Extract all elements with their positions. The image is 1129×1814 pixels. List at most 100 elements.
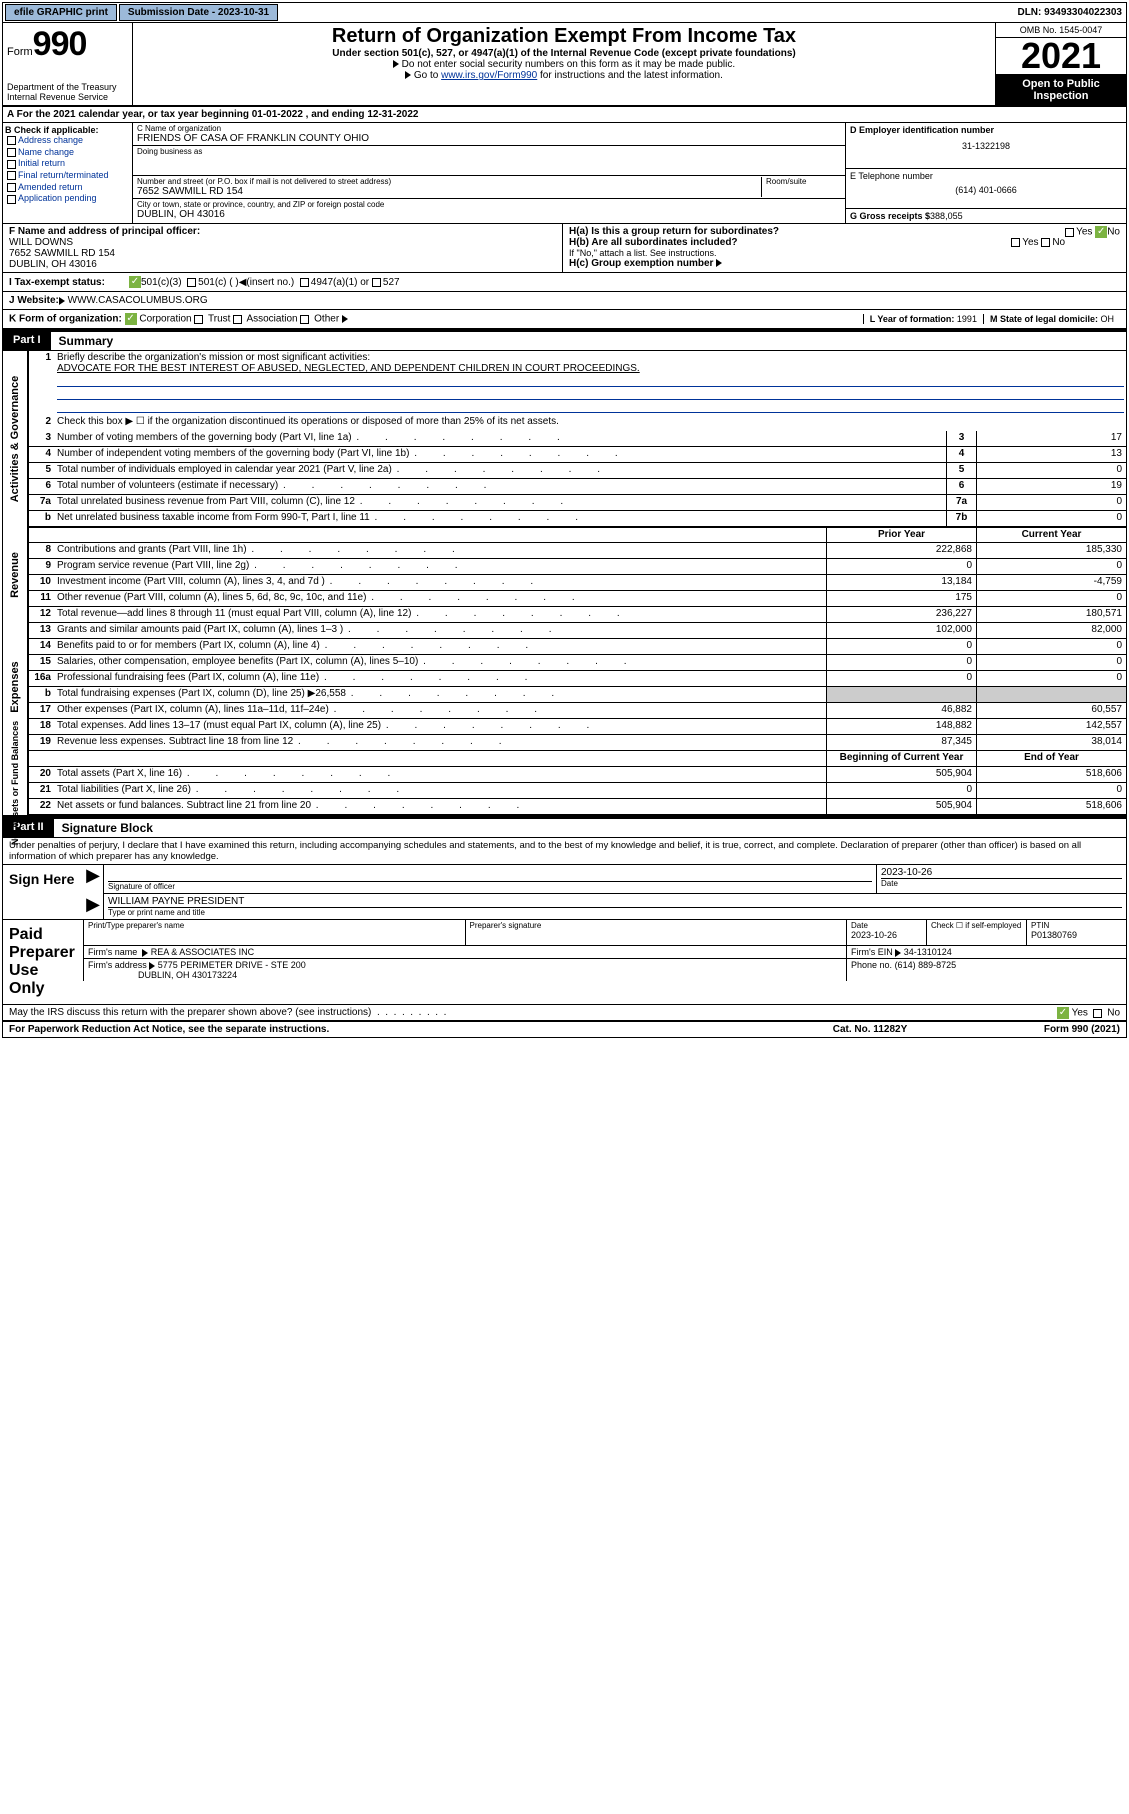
triangle-icon — [149, 962, 155, 970]
arrow-icon: ▶ — [83, 865, 103, 894]
trust-checkbox[interactable] — [194, 315, 203, 324]
row-a-tax-year: A For the 2021 calendar year, or tax yea… — [3, 107, 1126, 123]
form-of-org: K Form of organization: ✓ Corporation Tr… — [9, 313, 863, 325]
firm-phone: (614) 889-8725 — [895, 960, 957, 970]
triangle-icon — [393, 60, 399, 68]
sign-here-label: Sign Here — [3, 865, 83, 919]
triangle-icon — [895, 949, 901, 957]
firm-addr1: 5775 PERIMETER DRIVE - STE 200 — [158, 960, 306, 970]
irs-discuss-row: May the IRS discuss this return with the… — [3, 1005, 1126, 1022]
col-b-header: B Check if applicable: — [5, 125, 130, 135]
corp-checkbox[interactable]: ✓ — [125, 313, 137, 325]
toolbar-spacer — [280, 11, 1017, 15]
preparer-date: 2023-10-26 — [851, 930, 922, 940]
discuss-no-checkbox[interactable] — [1093, 1009, 1102, 1018]
section-net-assets: Net Assets or Fund Balances Beginning of… — [3, 751, 1126, 817]
501c3-checkbox[interactable]: ✓ — [129, 276, 141, 288]
public-inspection: Open to Public Inspection — [996, 75, 1126, 105]
sig-date: 2023-10-26 — [881, 867, 1122, 878]
footer-right: Form 990 (2021) — [970, 1024, 1120, 1035]
data-row: 19Revenue less expenses. Subtract line 1… — [29, 735, 1126, 751]
form-number: Form 990 — [7, 25, 128, 64]
row-j-website: J Website: WWW.CASACOLUMBUS.ORG — [3, 292, 1126, 310]
side-net: Net Assets or Fund Balances — [3, 751, 29, 815]
dept-label: Department of the Treasury Internal Reve… — [7, 82, 128, 102]
data-row: 9Program service revenue (Part VIII, lin… — [29, 559, 1126, 575]
section-expenses: Expenses 13Grants and similar amounts pa… — [3, 623, 1126, 751]
addr-cell: Number and street (or P.O. box if mail i… — [133, 176, 845, 199]
state-domicile: M State of legal domicile: OH — [983, 314, 1120, 324]
form-header: Form 990 Department of the Treasury Inte… — [3, 23, 1126, 107]
col-b-option[interactable]: Address change — [7, 135, 130, 147]
org-name-cell: C Name of organization FRIENDS OF CASA O… — [133, 123, 845, 146]
col-b-option[interactable]: Final return/terminated — [7, 170, 130, 182]
group-return: H(a) Is this a group return for subordin… — [563, 224, 1126, 272]
assoc-checkbox[interactable] — [233, 315, 242, 324]
discuss-yes-checkbox[interactable]: ✓ — [1057, 1007, 1069, 1019]
section-governance: Activities & Governance 1 Briefly descri… — [3, 351, 1126, 527]
irs-link[interactable]: www.irs.gov/Form990 — [441, 70, 537, 81]
data-row: 21Total liabilities (Part X, line 26)00 — [29, 783, 1126, 799]
top-toolbar: efile GRAPHIC print Submission Date - 20… — [3, 3, 1126, 23]
triangle-icon — [716, 259, 722, 267]
col-b-option[interactable]: Name change — [7, 147, 130, 159]
row-f-h: F Name and address of principal officer:… — [3, 224, 1126, 273]
data-row: 20Total assets (Part X, line 16)505,9045… — [29, 767, 1126, 783]
data-row: 10Investment income (Part VIII, column (… — [29, 575, 1126, 591]
other-checkbox[interactable] — [300, 315, 309, 324]
header-middle: Return of Organization Exempt From Incom… — [133, 23, 996, 105]
officer-name: WILL DOWNS — [9, 237, 73, 248]
data-row: 12Total revenue—add lines 8 through 11 (… — [29, 607, 1126, 623]
ha-yes-checkbox[interactable] — [1065, 228, 1074, 237]
col-prior-year: Prior Year — [826, 528, 976, 542]
data-row: 13Grants and similar amounts paid (Part … — [29, 623, 1126, 639]
4947-checkbox[interactable] — [300, 278, 309, 287]
form-subtitle: Under section 501(c), 527, or 4947(a)(1)… — [139, 48, 989, 59]
part-ii-title: Signature Block — [54, 819, 161, 837]
officer-printed-name: WILLIAM PAYNE PRESIDENT — [108, 896, 1122, 907]
firm-ein: 34-1310124 — [904, 947, 952, 957]
form-title: Return of Organization Exempt From Incom… — [139, 25, 989, 48]
form-prefix: Form — [7, 46, 33, 58]
col-b-option[interactable]: Application pending — [7, 193, 130, 205]
gov-row: 4Number of independent voting members of… — [29, 447, 1126, 463]
501c-checkbox[interactable] — [187, 278, 196, 287]
efile-button[interactable]: efile GRAPHIC print — [5, 4, 117, 21]
part-i-title: Summary — [51, 332, 122, 350]
mission-label: Briefly describe the organization's miss… — [55, 351, 1126, 415]
paid-preparer-block: Paid Preparer Use Only Print/Type prepar… — [3, 920, 1126, 1005]
arrow-icon: ▶ — [83, 894, 103, 919]
footer-cat-no: Cat. No. 11282Y — [770, 1024, 970, 1035]
tel-cell: E Telephone number (614) 401-0666 — [846, 169, 1126, 209]
hb-no-checkbox[interactable] — [1041, 238, 1050, 247]
note-link: Go to www.irs.gov/Form990 for instructio… — [139, 70, 989, 81]
header-left: Form 990 Department of the Treasury Inte… — [3, 23, 133, 105]
gov-row: 5Total number of individuals employed in… — [29, 463, 1126, 479]
col-b-option[interactable]: Amended return — [7, 182, 130, 194]
hb-yes-checkbox[interactable] — [1011, 238, 1020, 247]
gross-cell: G Gross receipts $388,055 — [846, 209, 1126, 223]
data-row: 17Other expenses (Part IX, column (A), l… — [29, 703, 1126, 719]
side-gov: Activities & Governance — [3, 351, 29, 527]
data-row: 11Other revenue (Part VIII, column (A), … — [29, 591, 1126, 607]
section-revenue: Revenue Prior Year Current Year 8Contrib… — [3, 527, 1126, 623]
submission-date-button[interactable]: Submission Date - 2023-10-31 — [119, 4, 278, 21]
ein-value: 31-1322198 — [850, 141, 1122, 151]
ha-no-checkbox[interactable]: ✓ — [1095, 226, 1107, 238]
triangle-icon — [59, 297, 65, 305]
signature-intro: Under penalties of perjury, I declare th… — [3, 838, 1126, 865]
triangle-icon — [405, 71, 411, 79]
self-employed-check[interactable]: Check ☐ if self-employed — [926, 920, 1026, 945]
paid-preparer-label: Paid Preparer Use Only — [3, 920, 83, 1004]
sign-here-block: Sign Here ▶ Signature of officer 2023-10… — [3, 865, 1126, 920]
section-b-to-g: B Check if applicable: Address changeNam… — [3, 123, 1126, 224]
city-cell: City or town, state or province, country… — [133, 199, 845, 221]
527-checkbox[interactable] — [372, 278, 381, 287]
page-footer: For Paperwork Reduction Act Notice, see … — [3, 1022, 1126, 1037]
website-value: WWW.CASACOLUMBUS.ORG — [68, 295, 208, 306]
tax-year: 2021 — [996, 38, 1126, 75]
col-b-option[interactable]: Initial return — [7, 158, 130, 170]
dba-cell: Doing business as — [133, 146, 845, 176]
form-990-container: efile GRAPHIC print Submission Date - 20… — [2, 2, 1127, 1038]
col-end-year: End of Year — [976, 751, 1126, 766]
